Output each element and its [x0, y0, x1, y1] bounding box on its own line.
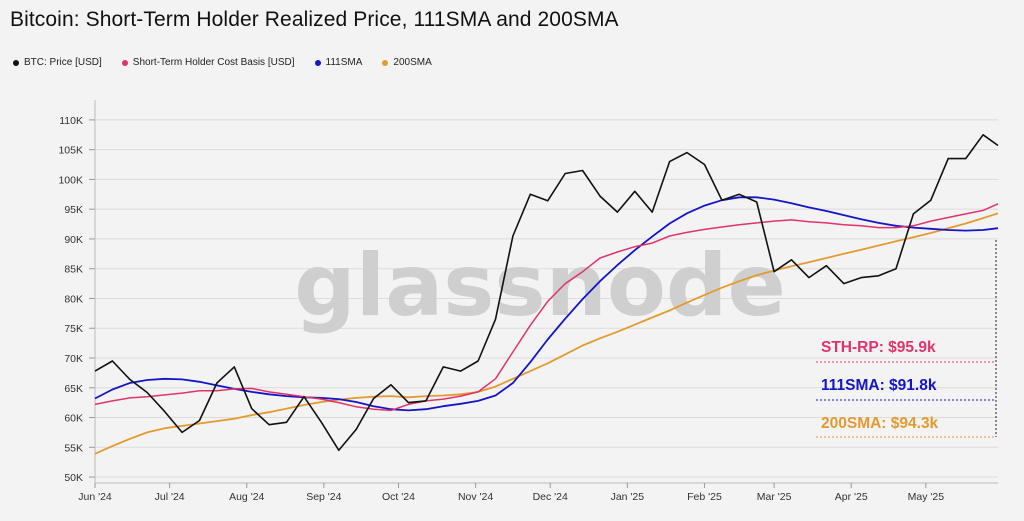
y-tick-label: 50K [64, 472, 83, 484]
callout-label: 111SMA: $91.8k [821, 377, 937, 394]
legend-swatch-sth-cost-basis [121, 59, 128, 66]
y-tick-label: 100K [58, 174, 83, 186]
series-line-btc-price[interactable] [94, 134, 999, 452]
axes: 50K 55K 60K 65K 70K 75K 80K 85K 90K 95K 100K 105K 11… [58, 100, 998, 503]
x-tick-label: Mar '25 [757, 491, 792, 503]
legend-label-200sma: 200SMA [393, 57, 432, 68]
y-tick-label: 65K [64, 383, 83, 395]
legend-item-sth-cost-basis[interactable]: Short-Term Holder Cost Basis [USD] [121, 57, 295, 68]
y-tick-label: 70K [64, 353, 83, 365]
x-tick-label: Jan '25 [611, 491, 645, 503]
gridlines [95, 119, 998, 478]
x-tick-label: Oct '24 [382, 491, 415, 503]
x-tick-label: Dec '24 [533, 491, 568, 503]
callout-label: 200SMA: $94.3k [821, 415, 939, 432]
legend-label-111sma: 111SMA [325, 57, 363, 68]
legend-swatch-111sma [314, 59, 321, 66]
legend-item-111sma[interactable]: 111SMA [314, 57, 363, 68]
y-tick-label: 105K [58, 145, 83, 157]
x-tick-label: Jul '24 [155, 491, 185, 503]
callouts: STH-RP: $95.9k 111SMA: $91.8k 200SMA: $94.… [816, 240, 997, 438]
chart-title: Bitcoin: Short-Term Holder Realized Pric… [10, 8, 619, 31]
x-tick-label: Sep '24 [306, 491, 341, 503]
legend-label-sth-cost-basis: Short-Term Holder Cost Basis [USD] [132, 57, 295, 68]
x-tick-label: Aug '24 [229, 491, 264, 503]
y-tick-label: 85K [64, 264, 83, 276]
x-tick-label: Feb '25 [687, 491, 722, 503]
y-tick-label: 55K [64, 442, 83, 454]
series-lines [94, 134, 999, 455]
legend-swatch-btc-price [13, 59, 19, 66]
y-tick-label: 75K [64, 323, 83, 335]
y-tick-label: 80K [64, 293, 83, 305]
y-tick-label: 60K [64, 413, 83, 425]
x-tick-label: Jun '24 [78, 491, 112, 503]
chart-legend: BTC: Price [USD] Short-Term Holder Cost … [13, 57, 432, 68]
legend-label-btc-price: BTC: Price [USD] [24, 57, 102, 68]
legend-item-200sma[interactable]: 200SMA [382, 57, 432, 68]
series-line-111sma[interactable] [94, 196, 999, 412]
x-tick-label: Nov '24 [458, 491, 493, 503]
series-line-sth-cost-basis[interactable] [94, 203, 999, 412]
legend-swatch-200sma [382, 59, 389, 66]
legend-item-btc-price[interactable]: BTC: Price [USD] [13, 57, 102, 68]
watermark-logo: glassnode [294, 236, 786, 336]
x-tick-label: Apr '25 [835, 491, 868, 503]
x-tick-label: May '25 [908, 491, 945, 503]
series-line-200sma[interactable] [94, 212, 999, 455]
y-tick-label: 110K [59, 115, 83, 127]
callout-label: STH-RP: $95.9k [821, 339, 936, 356]
y-tick-label: 95K [64, 204, 83, 216]
y-tick-label: 90K [64, 234, 83, 246]
